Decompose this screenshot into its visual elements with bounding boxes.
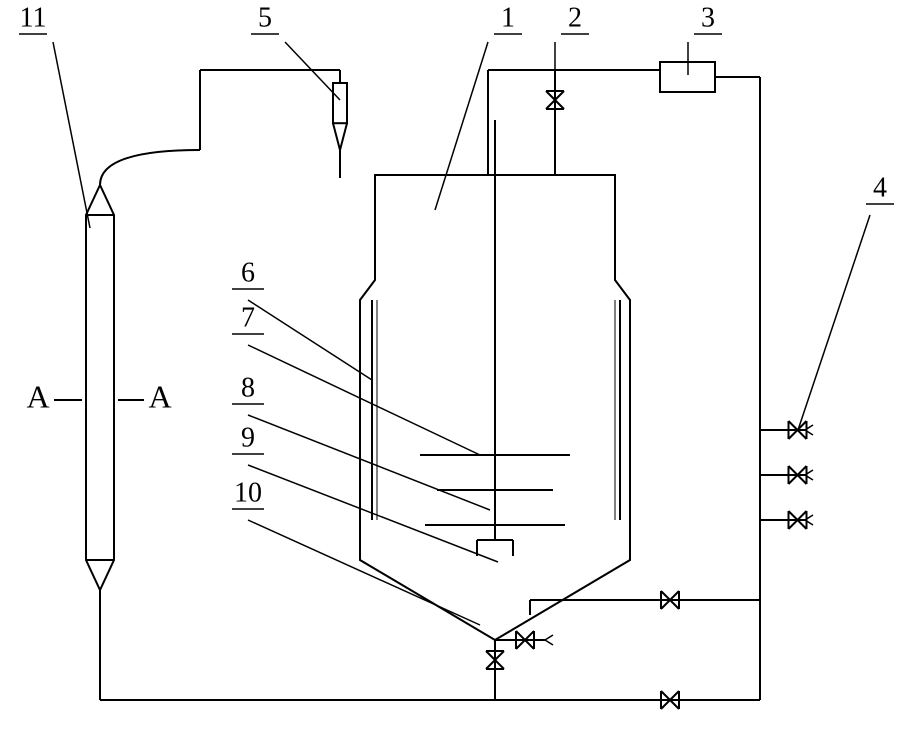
svg-text:4: 4	[873, 172, 887, 203]
svg-text:7: 7	[241, 302, 255, 333]
svg-text:3: 3	[701, 2, 715, 33]
svg-text:A: A	[26, 378, 49, 414]
svg-text:5: 5	[258, 2, 272, 33]
svg-text:2: 2	[568, 2, 582, 33]
svg-text:A: A	[148, 378, 171, 414]
svg-text:11: 11	[20, 2, 47, 33]
svg-text:10: 10	[234, 477, 262, 508]
svg-text:6: 6	[241, 257, 255, 288]
svg-text:1: 1	[501, 2, 515, 33]
svg-text:9: 9	[241, 422, 255, 453]
svg-text:8: 8	[241, 372, 255, 403]
